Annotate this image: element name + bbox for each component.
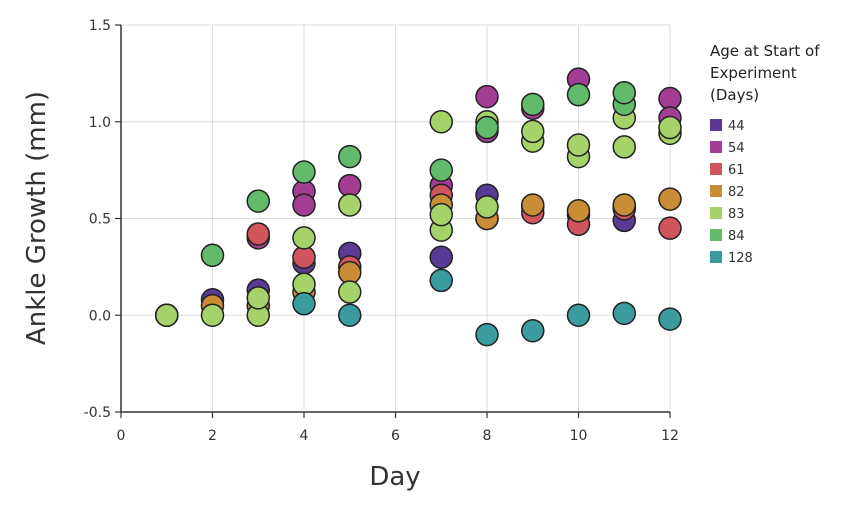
data-point-83 <box>429 110 453 134</box>
data-point-84 <box>292 160 316 184</box>
x-tick-label: 8 <box>483 428 492 444</box>
y-tick-label: 0.0 <box>89 308 111 324</box>
legend-label-44: 44 <box>728 119 745 134</box>
data-point-54 <box>292 193 316 217</box>
data-point-84 <box>475 115 499 140</box>
series-84 <box>200 80 636 268</box>
data-point-84 <box>566 82 591 107</box>
x-tick-label: 4 <box>300 428 309 444</box>
legend-label-82: 82 <box>728 185 745 200</box>
legend-swatch-82 <box>710 185 722 197</box>
data-point-83 <box>612 135 636 159</box>
x-tick-label: 10 <box>570 428 588 444</box>
data-point-84 <box>521 92 545 117</box>
data-point-82 <box>521 193 545 217</box>
legend-title-line-2: Experiment <box>710 64 797 82</box>
series-83 <box>155 106 682 327</box>
legend-label-83: 83 <box>728 207 745 222</box>
y-tick-label: 0.5 <box>89 212 111 228</box>
data-point-84 <box>246 189 270 213</box>
data-point-128 <box>429 268 453 293</box>
data-points <box>155 67 682 347</box>
legend-title-line-1: Age at Start of <box>710 42 820 60</box>
data-point-128 <box>292 291 316 316</box>
data-point-83 <box>155 303 179 327</box>
y-tick-label: -0.5 <box>84 405 111 421</box>
data-point-83 <box>338 193 362 217</box>
data-point-82 <box>658 187 682 211</box>
data-point-84 <box>338 144 362 169</box>
data-point-82 <box>566 199 591 223</box>
legend-swatch-54 <box>710 141 722 153</box>
data-point-83 <box>566 133 591 157</box>
y-ticks: -0.5 0.0 0.5 1.0 1.5 <box>84 18 121 421</box>
data-point-128 <box>521 318 545 343</box>
data-point-54 <box>475 84 499 109</box>
y-axis-title: Ankle Growth (mm) <box>22 91 52 345</box>
data-point-83 <box>246 286 270 310</box>
data-point-61 <box>658 216 682 240</box>
legend-label-84: 84 <box>728 229 745 244</box>
data-point-83 <box>338 280 362 304</box>
x-tick-label: 12 <box>661 428 679 444</box>
data-point-83 <box>200 303 225 327</box>
data-point-128 <box>338 303 362 327</box>
data-point-82 <box>612 193 636 217</box>
data-point-44 <box>429 245 453 269</box>
legend-swatch-44 <box>710 119 722 131</box>
legend-swatch-84 <box>710 229 722 241</box>
legend-swatch-61 <box>710 163 722 175</box>
x-ticks: 0 2 4 6 8 10 12 <box>117 412 679 444</box>
x-tick-label: 6 <box>391 428 400 444</box>
data-point-128 <box>658 307 682 331</box>
data-point-128 <box>475 322 499 347</box>
data-point-84 <box>200 243 225 268</box>
series-128 <box>292 268 682 347</box>
data-point-84 <box>612 80 636 105</box>
data-point-83 <box>292 226 316 250</box>
y-tick-label: 1.0 <box>89 115 111 131</box>
legend-swatch-128 <box>710 251 722 263</box>
data-point-83 <box>429 202 453 227</box>
data-point-61 <box>246 222 270 246</box>
x-tick-label: 0 <box>117 428 126 444</box>
legend-label-128: 128 <box>728 251 753 266</box>
data-point-83 <box>658 115 682 140</box>
legend-swatch-83 <box>710 207 722 219</box>
legend: Age at Start of Experiment (Days) 44 54 61… <box>710 42 820 266</box>
legend-label-61: 61 <box>728 163 745 178</box>
data-point-83 <box>521 119 545 144</box>
y-tick-label: 1.5 <box>89 18 111 34</box>
legend-title-line-3: (Days) <box>710 86 759 104</box>
x-axis-title: Day <box>369 462 420 492</box>
legend-label-54: 54 <box>728 141 745 156</box>
data-point-83 <box>475 195 499 219</box>
data-point-84 <box>429 158 453 182</box>
x-tick-label: 2 <box>208 428 217 444</box>
data-point-128 <box>612 301 636 326</box>
data-point-128 <box>566 303 591 327</box>
